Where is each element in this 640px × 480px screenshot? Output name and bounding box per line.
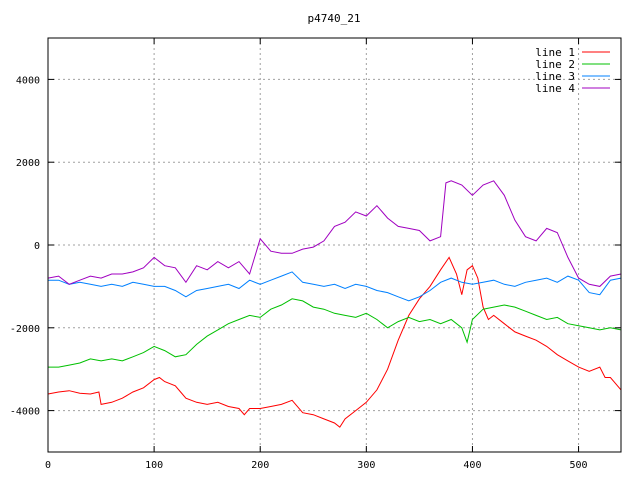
y-tick-label: -4000 [10, 407, 40, 418]
legend-label: line 1 [535, 46, 575, 59]
grid [47, 38, 621, 452]
series-line-line-4 [47, 180, 622, 287]
x-tick-label: 0 [45, 460, 51, 471]
axis-ticks: 0 100 200 300 400 500 -4000 -2000 0 2000 4000 [10, 38, 621, 471]
chart-title: p4740_21 [308, 12, 361, 25]
series-line-line-1 [47, 256, 622, 428]
y-tick-label: 2000 [16, 158, 40, 169]
series-group [47, 180, 622, 428]
x-tick-label: 500 [570, 460, 588, 471]
x-tick-label: 300 [357, 460, 375, 471]
y-tick-label: -2000 [10, 324, 40, 335]
legend-label: line 3 [535, 70, 575, 83]
series-line-line-2 [48, 298, 622, 368]
x-tick-label: 100 [145, 460, 163, 471]
y-tick-label: 4000 [16, 75, 40, 86]
series-line-line-3 [48, 271, 622, 302]
y-tick-label: 0 [34, 241, 40, 252]
x-tick-label: 200 [251, 460, 269, 471]
legend-label: line 4 [535, 82, 575, 95]
x-tick-label: 400 [463, 460, 481, 471]
legend-label: line 2 [535, 58, 575, 71]
